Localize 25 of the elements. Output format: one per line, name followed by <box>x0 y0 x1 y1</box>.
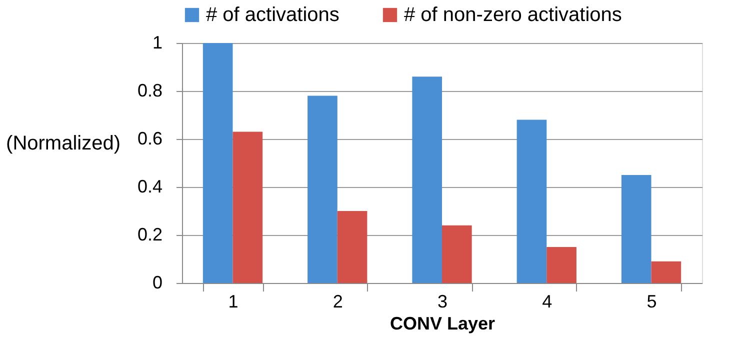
bar <box>412 76 442 283</box>
x-tick-label: 2 <box>332 292 343 312</box>
x-tick-label: 1 <box>228 292 238 312</box>
bar <box>516 120 547 283</box>
legend-label: # of non-zero activations <box>404 4 622 26</box>
x-tick-label: 3 <box>437 292 448 312</box>
x-axis-title: CONV Layer <box>390 314 496 334</box>
y-tick-label: 0.4 <box>137 176 162 196</box>
y-tick-label: 0.2 <box>137 224 162 244</box>
y-tick-label: 0 <box>152 272 162 292</box>
bar <box>546 247 576 283</box>
y-tick-label: 0.8 <box>137 80 162 100</box>
legend-label: # of activations <box>206 4 340 26</box>
bar <box>337 211 368 283</box>
bar <box>202 43 233 283</box>
bar <box>308 96 338 283</box>
bar <box>442 225 472 283</box>
y-tick-label: 1 <box>152 32 162 52</box>
x-tick-label: 4 <box>542 292 552 312</box>
x-tick-label: 5 <box>646 292 657 312</box>
bar <box>621 175 652 283</box>
y-tick-label: 0.6 <box>137 128 162 148</box>
bar <box>232 132 263 283</box>
bar <box>651 261 682 283</box>
y-axis-title: (Normalized) <box>6 132 120 154</box>
